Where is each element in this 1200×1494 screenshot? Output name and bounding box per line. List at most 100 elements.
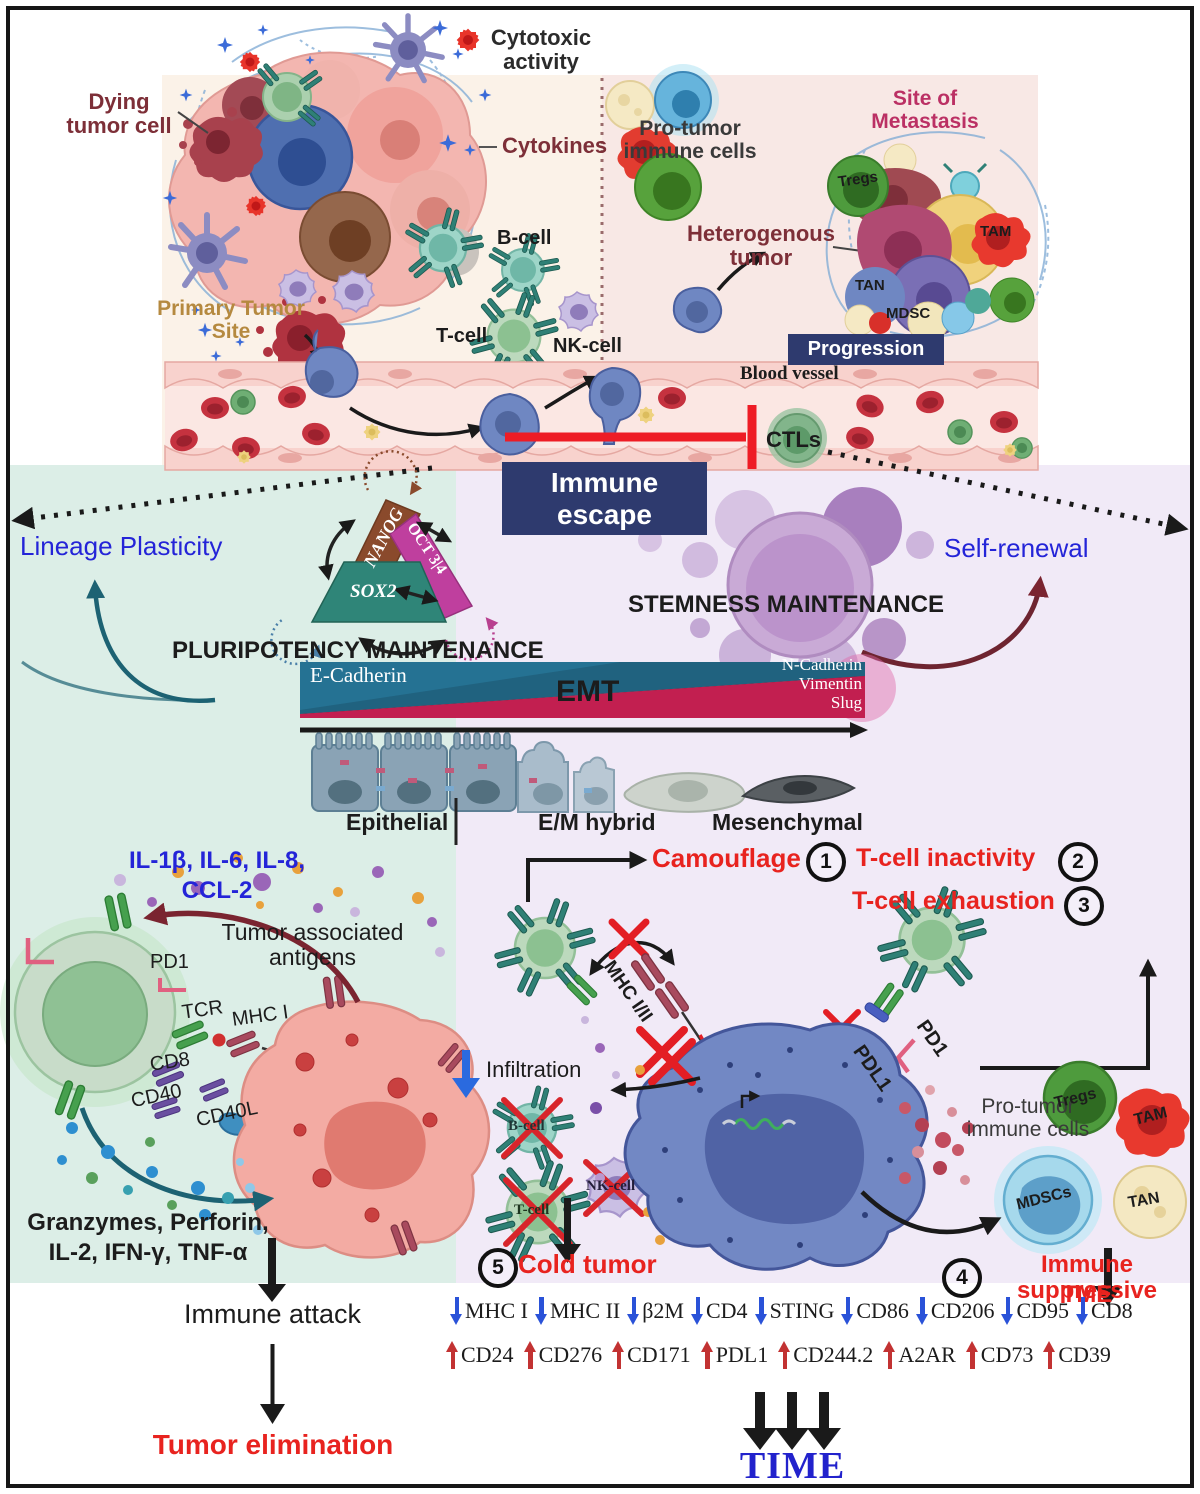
marker-item: CD8 (1076, 1296, 1133, 1326)
immune-escape-scene (452, 851, 1190, 1306)
marker-name: STING (769, 1298, 835, 1323)
pro-tumor-dots (899, 1085, 974, 1185)
marker-item: MHC I (450, 1296, 528, 1326)
mdsc-recruitment-arrow (860, 1190, 1002, 1236)
marker-name: CD276 (538, 1342, 603, 1367)
down-arrow-icon (627, 1296, 640, 1326)
cytotoxic-burst-icon (245, 195, 267, 217)
crossed-t-cell (485, 1160, 590, 1263)
interleukins-label-line2: CCL-2 (181, 877, 253, 904)
emt-label: EMT (556, 675, 620, 708)
down-arrow-icon (1001, 1296, 1014, 1326)
marker-name: CD95 (1016, 1298, 1070, 1323)
cytotoxic-activity-icon (456, 28, 480, 52)
cytokines-label: Cytokines (502, 133, 608, 158)
progression-banner: Progression (788, 334, 944, 365)
b-cell-label: B-cell (497, 227, 552, 249)
immune-suppressive-label: Immune suppressive (1016, 1251, 1158, 1304)
down-arrow-icon (841, 1296, 854, 1326)
tam-metastasis-icon (971, 213, 1031, 268)
upregulated-markers-row: CD24 CD276 CD171 PDL1 CD244.2 A2AR CD73 CD39 (446, 1340, 1111, 1370)
marker-item: CD86 (841, 1296, 909, 1326)
marker-item: STING (754, 1296, 835, 1326)
self-renewal-arrow (861, 575, 1049, 670)
marker-item: CD39 (1043, 1340, 1111, 1370)
self-renewal-label: Self-renewal (944, 533, 1089, 563)
heterogenous-tumor-label: Heterogenous tumor (687, 221, 835, 270)
metastasis-scene (605, 64, 1050, 343)
immune-attack-label: Immune attack (183, 1299, 362, 1329)
tumor-associated-antigens-label: Tumor associated antigens (221, 919, 404, 970)
crossed-b-cell-label: B-cell (508, 1118, 545, 1134)
pluripotency-triangle (21, 449, 499, 704)
e-cadherin-label: E-Cadherin (310, 663, 407, 687)
progression-label: Progression (807, 338, 925, 360)
marker-item: CD95 (1001, 1296, 1069, 1326)
marker-name: CD8 (1091, 1298, 1133, 1323)
down-arrow-icon (1076, 1296, 1089, 1326)
slug-label: Slug (830, 693, 862, 712)
marker-name: CD73 (980, 1342, 1034, 1367)
tme-down-arrow (1094, 1248, 1122, 1306)
blocked-recognition-x (608, 918, 650, 960)
infiltration-label: Infiltration (486, 1057, 582, 1082)
nk-cell-legend-icon (558, 291, 599, 332)
marker-item: CD4 (691, 1296, 748, 1326)
cytotoxic-activity-label: Cytotoxic activity (490, 25, 592, 74)
marker-name: CD171 (627, 1342, 691, 1367)
marker-name: CD39 (1058, 1342, 1111, 1367)
marker-name: MHC I (465, 1298, 528, 1323)
pd1-label: PD1 (150, 951, 189, 973)
num-5-badge: 5 (478, 1248, 518, 1288)
marker-item: MHC II (534, 1296, 621, 1326)
epithelial-label: Epithelial (346, 809, 449, 835)
marker-name: A2AR (898, 1342, 956, 1367)
cytokine-dots (114, 853, 445, 957)
zoom-callout-left (11, 465, 433, 530)
tumor-elimination-label: Tumor elimination (152, 1429, 394, 1460)
camouflage-x (648, 1038, 696, 1086)
marker-item: PDL1 (700, 1340, 768, 1370)
down-arrow-icon (691, 1296, 704, 1326)
marker-item: A2AR (883, 1340, 956, 1370)
effectors-label-line2: IL-2, IFN-γ, TNF-α (48, 1239, 248, 1266)
crossed-nk-cell-label: NK-cell (586, 1178, 636, 1194)
down-arrow-icon (915, 1296, 929, 1326)
n-cadherin-label: N-Cadherin (781, 655, 862, 674)
marker-name: CD24 (461, 1342, 514, 1367)
nk-cell-label: NK-cell (553, 335, 622, 357)
mrna-squiggle (733, 1118, 785, 1130)
tan-cell (1113, 1165, 1187, 1239)
marker-name: MHC II (549, 1298, 621, 1323)
cytotoxic-burst-icon (239, 51, 261, 73)
ctls-label: CTLs (766, 427, 821, 452)
up-arrow-icon (778, 1340, 791, 1370)
up-arrow-icon (883, 1340, 896, 1370)
effector-dots (57, 1122, 263, 1235)
tam-cell (1115, 1088, 1190, 1157)
marker-item: CD171 (612, 1340, 691, 1370)
tumor-elimination-arrow (260, 1344, 285, 1424)
pro-tumor-immune-cells-right-label: Pro-tumor immune cells (966, 1095, 1090, 1141)
mesenchymal-label: Mesenchymal (712, 809, 863, 835)
marker-item: CD244.2 (778, 1340, 873, 1370)
num-3: 3 (1078, 894, 1090, 917)
time-arrows (743, 1392, 841, 1450)
marker-item: CD24 (446, 1340, 514, 1370)
primary-tumor-site-label: Primary Tumor Site (157, 297, 305, 343)
em-hybrid-label: E/M hybrid (538, 809, 656, 835)
t-cell-label: T-cell (436, 325, 488, 347)
downregulated-markers-row: MHC I MHC II β2M CD4 STING CD86 CD206 CD95 CD8 (450, 1296, 1133, 1326)
down-arrow-icon (450, 1296, 463, 1326)
num-1-badge: 1 (806, 842, 846, 882)
marker-item: CD73 (965, 1340, 1034, 1370)
sox2-label: SOX2 (350, 581, 397, 602)
blood-vessel-label: Blood vessel (740, 363, 839, 384)
marker-item: CD276 (523, 1340, 603, 1370)
immune-escape-label: Immune escape (550, 466, 659, 530)
down-arrow-icon (534, 1296, 548, 1326)
marker-name: CD4 (706, 1298, 748, 1323)
marker-name: CD86 (856, 1298, 909, 1323)
num-4: 4 (956, 1266, 968, 1289)
antigen-presentation-arrow (143, 902, 361, 1004)
